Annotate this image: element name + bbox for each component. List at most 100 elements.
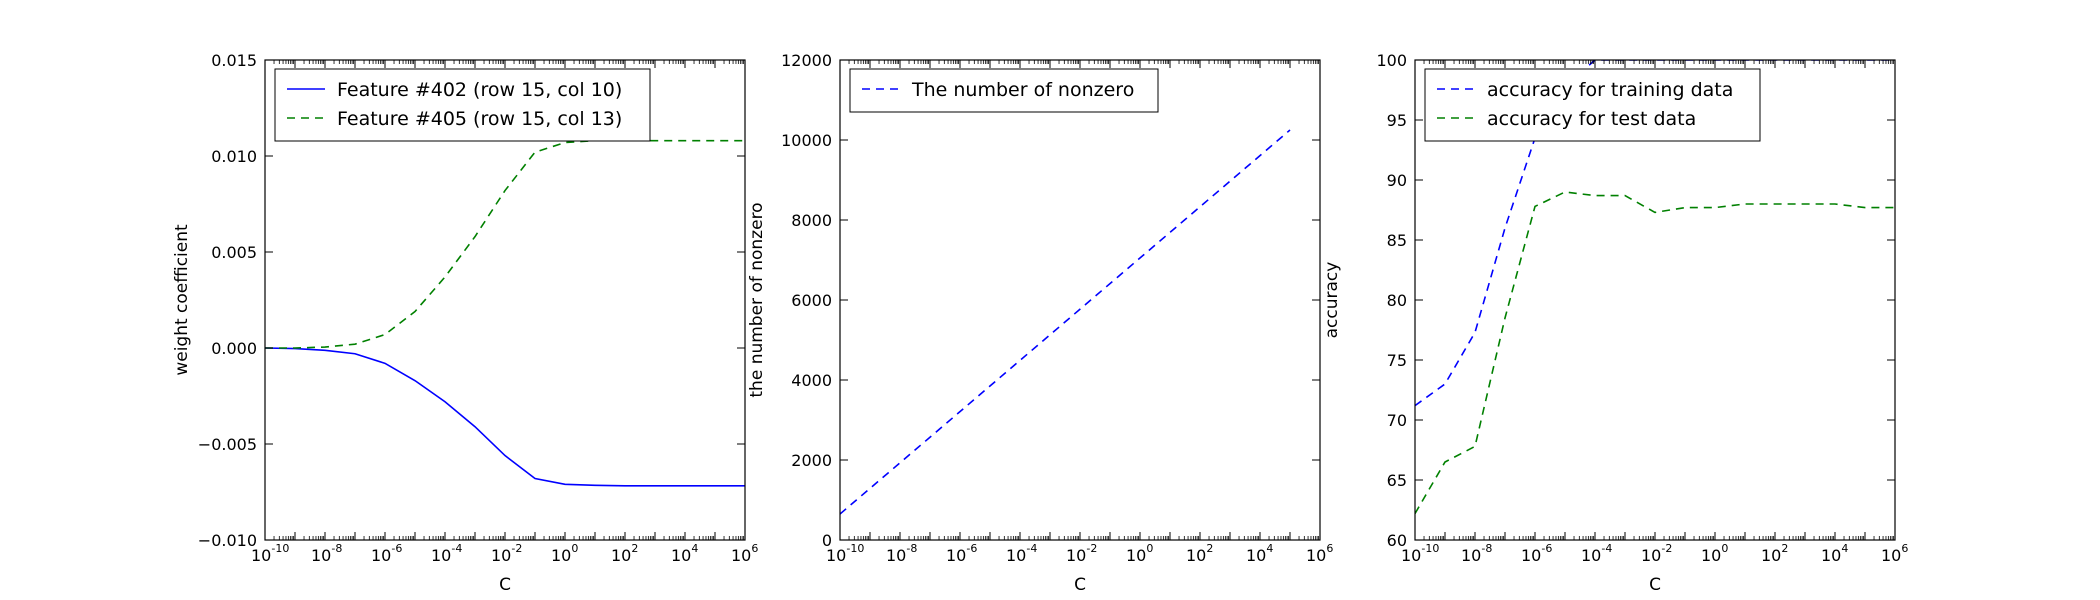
x-tick-label: 10-8 [1461,542,1492,565]
y-tick-label: 85 [1387,231,1407,250]
x-tick-base: 10 [1186,546,1206,565]
x-tick-exponent: -10 [271,542,289,555]
x-tick-base: 10 [551,546,571,565]
x-tick-base: 10 [1821,546,1841,565]
x-tick-label: 10-6 [1521,542,1552,565]
y-tick-label: 0 [822,531,832,550]
x-tick-exponent: 4 [1841,542,1848,555]
x-tick-label: 106 [1306,542,1333,565]
series-line-1 [265,139,745,349]
y-tick-label: 90 [1387,171,1407,190]
y-axis-label: weight coefficient [172,224,192,376]
x-tick-exponent: -6 [966,542,977,555]
x-tick-base: 10 [431,546,451,565]
x-tick-label: 10-2 [1641,542,1672,565]
x-tick-label: 106 [1881,542,1908,565]
legend-label-1: Feature #405 (row 15, col 13) [337,108,622,130]
y-tick-label: 70 [1387,411,1407,430]
x-tick-label: 100 [551,542,578,565]
x-tick-base: 10 [1066,546,1086,565]
x-tick-exponent: 6 [751,542,758,555]
x-tick-label: 104 [1821,542,1848,565]
x-tick-exponent: 4 [1266,542,1273,555]
x-tick-label: 10-8 [311,542,342,565]
x-tick-exponent: -4 [1026,542,1037,555]
x-tick-base: 10 [611,546,631,565]
panel-accuracy: 10-10 10-8 10-6 10-4 10-2 100 102 104 1066065707… [1322,51,1908,595]
legend-box [274,68,651,142]
x-tick-base: 10 [886,546,906,565]
x-tick-exponent: -8 [906,542,917,555]
x-tick-base: 10 [1641,546,1661,565]
y-tick-label: 0.015 [211,51,257,70]
y-tick-label: 100 [1376,51,1407,70]
x-tick-label: 10-2 [1066,542,1097,565]
y-axis-label: accuracy [1322,262,1342,339]
x-tick-base: 10 [671,546,691,565]
y-tick-label: 60 [1387,531,1407,550]
x-tick-exponent: 4 [691,542,698,555]
x-tick-label: 10-4 [431,542,462,565]
x-tick-label: 104 [1246,542,1273,565]
x-tick-exponent: 2 [1781,542,1788,555]
x-axis-label: C [1649,575,1661,595]
x-tick-label: 102 [1761,542,1788,565]
y-tick-label: 80 [1387,291,1407,310]
x-tick-base: 10 [251,546,271,565]
y-tick-label: 65 [1387,471,1407,490]
y-tick-label: 6000 [791,291,832,310]
x-tick-label: 100 [1701,542,1728,565]
x-tick-exponent: 6 [1901,542,1908,555]
series-line-0 [840,129,1291,515]
x-tick-base: 10 [1126,546,1146,565]
y-tick-label: 10000 [781,131,832,150]
y-tick-label: 95 [1387,111,1407,130]
y-tick-label: −0.010 [198,531,257,550]
x-tick-base: 10 [1881,546,1901,565]
x-tick-exponent: -2 [511,542,522,555]
y-tick-label: 75 [1387,351,1407,370]
x-tick-base: 10 [731,546,751,565]
x-tick-label: 10-6 [946,542,977,565]
x-tick-label: 10-8 [886,542,917,565]
x-tick-base: 10 [1306,546,1326,565]
x-tick-label: 10-10 [1401,542,1439,565]
x-tick-exponent: -6 [391,542,402,555]
series-line-0 [1415,60,1895,407]
legend-box [1424,68,1761,142]
x-tick-base: 10 [946,546,966,565]
x-tick-label: 10-4 [1581,542,1612,565]
x-tick-exponent: -4 [451,542,462,555]
legend-label-0: Feature #402 (row 15, col 10) [337,79,622,101]
x-axis-label: C [1074,575,1086,595]
x-tick-base: 10 [1461,546,1481,565]
x-tick-label: 10-6 [371,542,402,565]
panel-nonzero-count: 10-10 10-8 10-6 10-4 10-2 100 102 104 1060200040… [747,51,1333,595]
x-tick-exponent: 2 [1206,542,1213,555]
x-tick-exponent: -4 [1601,542,1612,555]
x-tick-exponent: 0 [1146,542,1153,555]
y-tick-label: −0.005 [198,435,257,454]
y-tick-label: 8000 [791,211,832,230]
x-tick-exponent: -8 [331,542,342,555]
x-tick-exponent: -6 [1541,542,1552,555]
x-tick-label: 106 [731,542,758,565]
y-tick-label: 4000 [791,371,832,390]
y-tick-label: 2000 [791,451,832,470]
x-tick-exponent: 2 [631,542,638,555]
x-tick-exponent: 6 [1326,542,1333,555]
x-tick-base: 10 [1521,546,1541,565]
x-tick-exponent: 0 [571,542,578,555]
x-tick-exponent: -2 [1086,542,1097,555]
x-tick-base: 10 [1761,546,1781,565]
x-tick-label: 10-4 [1006,542,1037,565]
panel-weight-coefficient: 10-10 10-8 10-6 10-4 10-2 100 102 104 106−0.010−… [172,51,758,595]
series-line-0 [265,347,745,487]
legend-label-0: accuracy for training data [1487,79,1733,101]
axes-frame [839,59,1321,541]
x-tick-base: 10 [1401,546,1421,565]
x-tick-label: 10-2 [491,542,522,565]
y-tick-label: 12000 [781,51,832,70]
x-axis-label: C [499,575,511,595]
